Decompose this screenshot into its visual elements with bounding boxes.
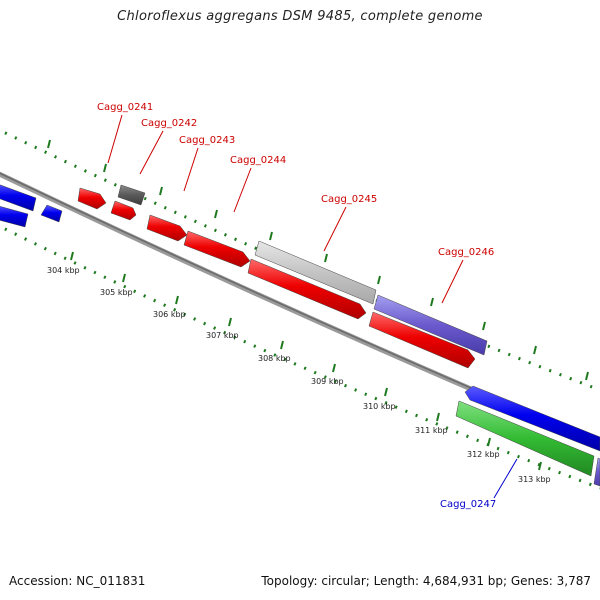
tick-label: 312 kbp <box>467 450 500 459</box>
gene-blue-small <box>40 204 63 223</box>
tick-labels: 304 kbp 305 kbp 306 kbp 307 kbp 308 kbp … <box>47 266 551 484</box>
gene-label[interactable]: Cagg_0241 <box>97 102 153 113</box>
tick-label: 305 kbp <box>100 288 133 297</box>
gene-blue-left-reverse <box>0 206 29 228</box>
forward-genes <box>0 184 488 356</box>
gene-Cagg_0247 <box>455 400 595 477</box>
gene-red-small <box>110 200 137 221</box>
gene-label[interactable]: Cagg_0245 <box>321 194 377 205</box>
gene-Cagg_0244 <box>183 230 251 268</box>
tick-label: 313 kbp <box>518 475 551 484</box>
map-title: Chloroflexus aggregans DSM 9485, complet… <box>117 9 483 24</box>
gene-Cagg_0241 <box>77 187 107 210</box>
gene-Cagg_0243 <box>146 214 188 242</box>
accession-text: Accession: NC_011831 <box>9 574 146 588</box>
label-leaders <box>107 114 518 499</box>
tick-label: 304 kbp <box>47 266 80 275</box>
gene-Cagg_0242 <box>117 184 146 206</box>
reverse-genes <box>0 200 600 487</box>
gene-Cagg_0245 <box>254 240 377 305</box>
gene-purple-edge <box>593 457 600 487</box>
gene-label[interactable]: Cagg_0242 <box>141 118 197 129</box>
gene-blue-left <box>0 184 37 212</box>
outer-major-ticks <box>47 139 589 381</box>
tick-label: 306 kbp <box>153 310 186 319</box>
gene-red-long-a <box>247 258 367 320</box>
gene-label[interactable]: Cagg_0247 <box>440 499 496 510</box>
genome-stats: Topology: circular; Length: 4,684,931 bp… <box>261 574 591 588</box>
gene-Cagg_0246 <box>373 294 488 356</box>
tick-label: 310 kbp <box>363 402 396 411</box>
major-ticks <box>70 251 542 471</box>
gene-label[interactable]: Cagg_0246 <box>438 247 494 258</box>
gene-labels: Cagg_0241 Cagg_0242 Cagg_0243 Cagg_0244 … <box>97 102 496 510</box>
gene-red-long-b <box>368 311 476 369</box>
tick-label: 307 kbp <box>206 331 239 340</box>
tick-label: 309 kbp <box>311 377 344 386</box>
gene-blue-long <box>464 385 600 452</box>
tick-label: 311 kbp <box>415 426 448 435</box>
gene-label[interactable]: Cagg_0244 <box>230 155 286 166</box>
gene-label[interactable]: Cagg_0243 <box>179 135 235 146</box>
tick-label: 308 kbp <box>258 354 291 363</box>
